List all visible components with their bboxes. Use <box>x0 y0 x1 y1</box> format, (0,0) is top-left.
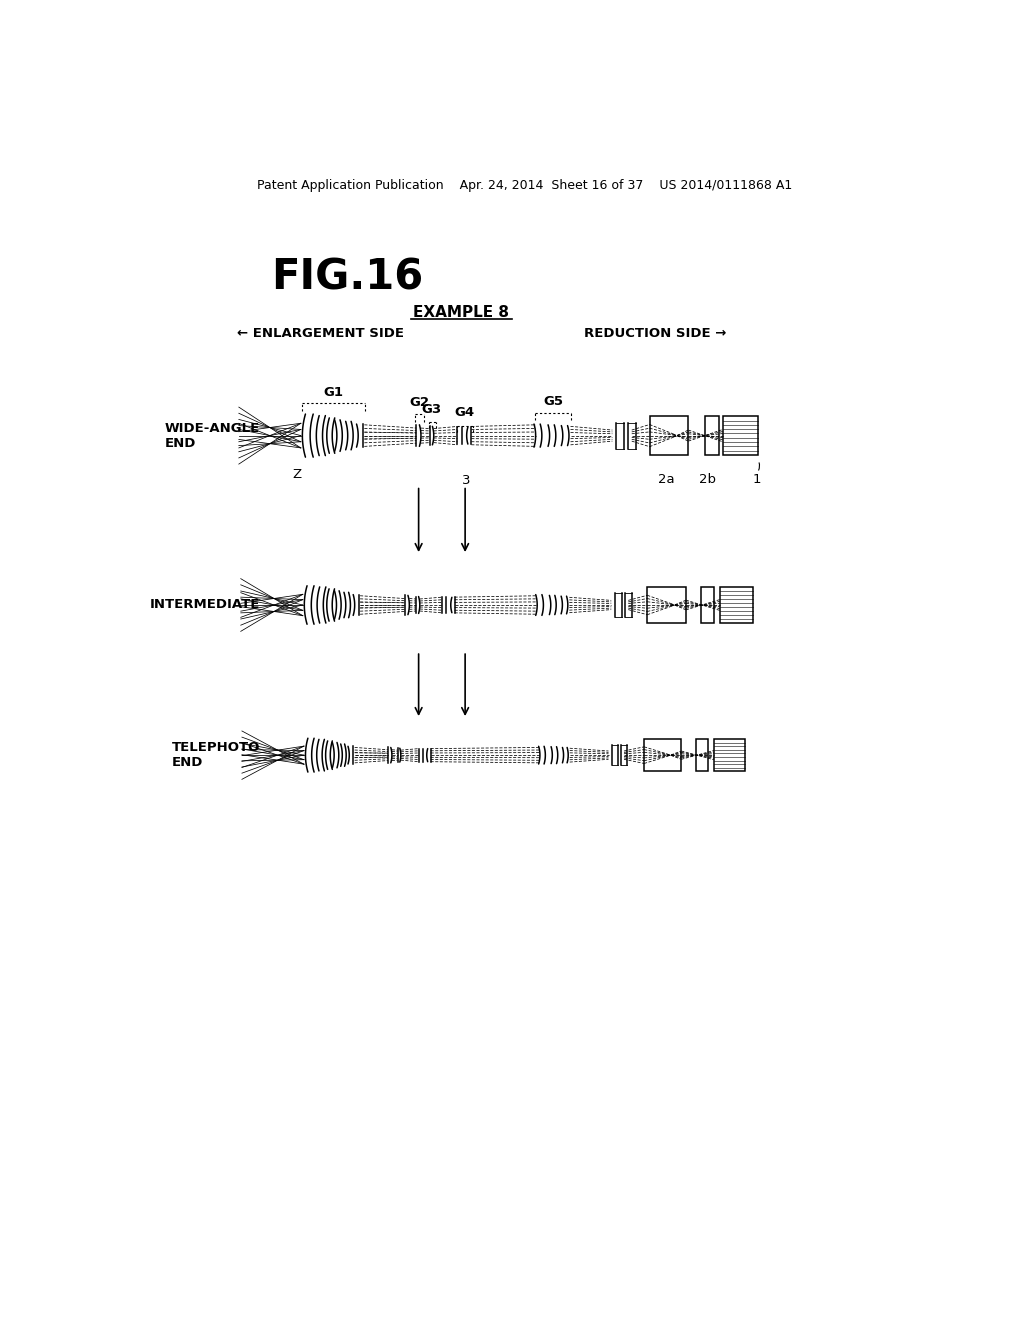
Text: WIDE-ANGLE
END: WIDE-ANGLE END <box>165 421 260 450</box>
Text: REDUCTION SIDE →: REDUCTION SIDE → <box>584 327 726 341</box>
Text: G4: G4 <box>455 407 474 420</box>
Bar <box>714 739 744 771</box>
Text: EXAMPLE 8: EXAMPLE 8 <box>414 305 509 319</box>
Text: G2: G2 <box>410 396 429 409</box>
Text: 3: 3 <box>463 474 471 487</box>
Bar <box>649 416 688 455</box>
Text: G5: G5 <box>543 395 563 408</box>
Bar <box>701 587 715 623</box>
Text: G1: G1 <box>324 385 344 399</box>
Text: 2a: 2a <box>658 473 675 486</box>
Text: ← ENLARGEMENT SIDE: ← ENLARGEMENT SIDE <box>237 327 403 341</box>
Text: TELEPHOTO
END: TELEPHOTO END <box>171 741 260 770</box>
Text: FIG.16: FIG.16 <box>271 257 424 298</box>
Text: INTERMEDIATE: INTERMEDIATE <box>150 598 260 611</box>
Bar <box>705 416 719 455</box>
Bar <box>720 587 753 623</box>
Bar <box>723 416 758 455</box>
Bar <box>696 739 709 771</box>
Text: Z: Z <box>293 469 301 480</box>
Bar <box>644 739 681 771</box>
Text: G3: G3 <box>422 403 442 416</box>
Text: 1: 1 <box>753 473 762 486</box>
Bar <box>647 587 686 623</box>
Text: 2b: 2b <box>699 473 716 486</box>
Text: Patent Application Publication    Apr. 24, 2014  Sheet 16 of 37    US 2014/01118: Patent Application Publication Apr. 24, … <box>257 178 793 191</box>
